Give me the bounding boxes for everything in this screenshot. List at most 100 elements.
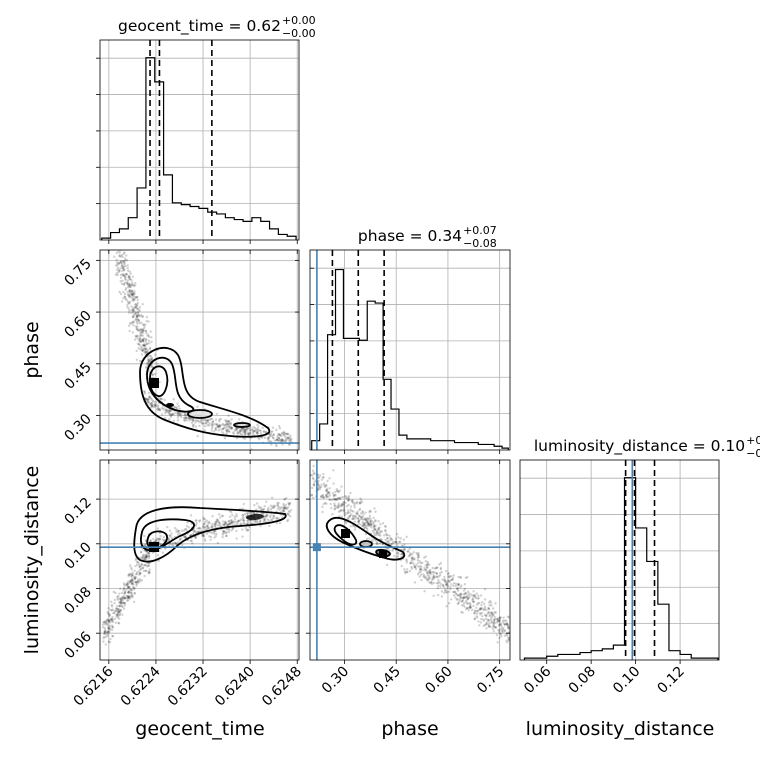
sample-point bbox=[270, 443, 273, 446]
sample-point bbox=[137, 578, 140, 581]
sample-point bbox=[285, 507, 289, 510]
sample-point bbox=[139, 565, 143, 568]
sample-point bbox=[477, 596, 480, 600]
sample-point bbox=[111, 625, 115, 629]
sample-point bbox=[443, 580, 447, 583]
sample-point bbox=[127, 301, 131, 305]
sample-point bbox=[134, 580, 137, 584]
sample-point bbox=[450, 598, 453, 601]
sample-point bbox=[289, 508, 293, 512]
sample-point bbox=[267, 435, 271, 439]
sample-point bbox=[488, 625, 491, 628]
sample-point bbox=[113, 598, 117, 602]
sample-point bbox=[256, 430, 259, 434]
sample-point bbox=[364, 518, 368, 521]
sample-point bbox=[492, 622, 496, 625]
sample-point bbox=[134, 318, 137, 322]
sample-point bbox=[230, 418, 233, 421]
tick-label-geocent_time: 0.6216 bbox=[71, 663, 117, 709]
sample-point bbox=[254, 519, 257, 523]
sample-point bbox=[435, 566, 438, 570]
tick-label-geocent_time: 0.6224 bbox=[118, 663, 164, 709]
sample-point bbox=[384, 525, 387, 528]
sample-point bbox=[242, 522, 245, 525]
sample-point bbox=[105, 620, 109, 623]
sample-point bbox=[169, 414, 173, 417]
sample-point bbox=[396, 544, 399, 547]
sample-point bbox=[119, 609, 122, 612]
sample-point bbox=[463, 593, 466, 596]
sample-point bbox=[281, 508, 284, 512]
sample-point bbox=[158, 408, 162, 412]
sample-point bbox=[121, 266, 125, 270]
sample-point bbox=[284, 438, 287, 441]
tick-label-luminosity_distance: 0.12 bbox=[61, 495, 94, 528]
sample-point bbox=[478, 624, 481, 627]
sample-point bbox=[214, 534, 218, 538]
sample-point bbox=[402, 538, 405, 541]
sample-point bbox=[132, 309, 135, 312]
sample-point bbox=[227, 530, 231, 534]
y-axis-label-luminosity_distance: luminosity_distance bbox=[21, 466, 43, 655]
sample-point bbox=[460, 584, 463, 587]
sample-point bbox=[127, 590, 130, 594]
sample-point bbox=[135, 584, 138, 587]
sample-point bbox=[132, 321, 135, 324]
sample-point bbox=[147, 339, 151, 342]
sample-point bbox=[116, 262, 120, 265]
sample-point bbox=[492, 625, 495, 628]
sample-point bbox=[178, 414, 181, 417]
sample-point bbox=[335, 488, 339, 491]
sample-point bbox=[474, 595, 477, 598]
sample-point bbox=[372, 524, 376, 528]
sample-point bbox=[206, 522, 210, 525]
sample-point bbox=[248, 432, 252, 435]
sample-point bbox=[312, 496, 315, 500]
sample-point bbox=[180, 529, 184, 532]
sample-point bbox=[159, 397, 163, 400]
sample-point bbox=[255, 428, 258, 431]
sample-point bbox=[135, 349, 138, 353]
sample-point bbox=[126, 595, 129, 598]
sample-point bbox=[435, 581, 439, 585]
sample-point bbox=[463, 583, 467, 586]
sample-point bbox=[272, 433, 275, 436]
sample-point bbox=[269, 518, 273, 522]
sample-point bbox=[426, 562, 429, 565]
sample-point bbox=[124, 273, 127, 276]
sample-point bbox=[454, 584, 457, 588]
sample-point bbox=[400, 553, 403, 556]
sample-point bbox=[282, 430, 286, 434]
sample-point bbox=[211, 420, 215, 424]
sample-point bbox=[127, 595, 130, 598]
sample-point bbox=[218, 524, 222, 528]
sample-point bbox=[347, 494, 351, 498]
sample-point bbox=[160, 397, 164, 401]
sample-point bbox=[445, 580, 449, 583]
sample-point bbox=[209, 538, 212, 541]
sample-point bbox=[211, 425, 214, 428]
sample-point bbox=[142, 327, 146, 330]
sample-point bbox=[449, 574, 453, 578]
sample-point bbox=[158, 537, 161, 541]
sample-point bbox=[261, 426, 264, 430]
sample-point bbox=[489, 625, 492, 629]
sample-point bbox=[138, 338, 141, 341]
sample-point bbox=[286, 518, 290, 521]
sample-point bbox=[246, 511, 249, 515]
sample-point bbox=[277, 439, 281, 442]
sample-point bbox=[470, 608, 474, 611]
sample-point bbox=[271, 516, 274, 520]
sample-point bbox=[144, 350, 147, 354]
sample-point bbox=[210, 525, 213, 528]
sample-point bbox=[115, 613, 119, 616]
sample-point bbox=[263, 515, 267, 518]
sample-point bbox=[121, 242, 123, 244]
sample-point bbox=[130, 322, 133, 325]
sample-point bbox=[223, 523, 226, 527]
sample-point bbox=[134, 334, 138, 338]
sample-point bbox=[129, 272, 132, 275]
sample-point bbox=[165, 410, 169, 413]
sample-point bbox=[370, 539, 373, 542]
sample-point bbox=[370, 522, 373, 526]
